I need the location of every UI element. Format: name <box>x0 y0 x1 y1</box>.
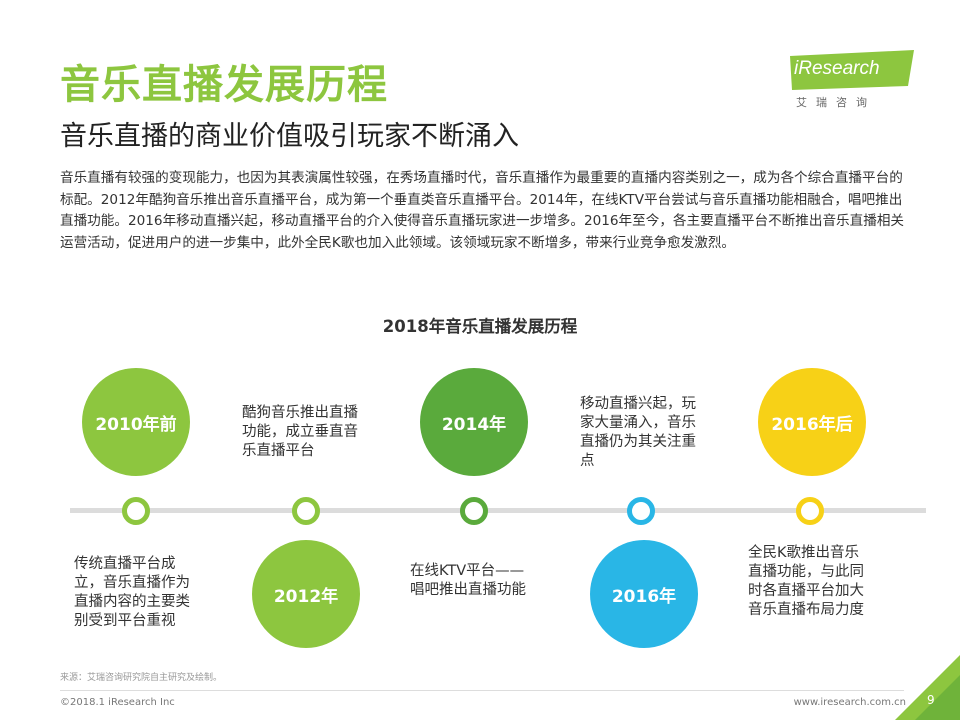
footer-divider <box>60 690 904 691</box>
timeline-node-2 <box>292 497 320 525</box>
milestone-label: 2014年 <box>441 414 507 435</box>
milestone-bubble-2016: 2016年 <box>590 540 698 648</box>
timeline-node-3 <box>460 497 488 525</box>
milestone-desc-2014: 在线KTV平台——唱吧推出直播功能 <box>410 563 526 598</box>
copyright-text: ©2018.1 iResearch Inc <box>60 697 175 708</box>
page-subtitle: 音乐直播的商业价值吸引玩家不断涌入 <box>60 121 519 152</box>
milestone-bubble-2010-before: 2010年前 <box>82 368 190 476</box>
source-note: 来源：艾瑞咨询研究院自主研究及绘制。 <box>60 673 223 683</box>
milestone-desc-2012: 酷狗音乐推出直播功能，成立垂直音乐直播平台 <box>242 405 358 459</box>
timeline-axis <box>70 508 926 513</box>
logo-subtext: 艾瑞咨询 <box>796 96 876 109</box>
website-link[interactable]: www.iresearch.com.cn <box>793 697 906 708</box>
milestone-desc-2016: 移动直播兴起，玩家大量涌入，音乐直播仍为其关注重点 <box>580 396 696 469</box>
intro-paragraph: 音乐直播有较强的变现能力，也因为其表演属性较强，在秀场直播时代，音乐直播作为最重… <box>60 170 905 251</box>
logo-text: iResearch <box>794 58 880 79</box>
logo-badge-icon <box>790 50 914 90</box>
milestone-desc-2016-after: 全民K歌推出音乐直播功能，与此同时各直播平台加大音乐直播布局力度 <box>748 545 864 618</box>
milestone-label: 2010年前 <box>95 414 177 435</box>
timeline-chart-title: 2018年音乐直播发展历程 <box>382 317 578 336</box>
milestone-label: 2012年 <box>273 586 339 607</box>
milestone-label: 2016年后 <box>771 414 853 435</box>
timeline-node-4 <box>627 497 655 525</box>
iresearch-logo: iResearch 艾瑞咨询 <box>790 50 914 112</box>
page-number: 9 <box>927 693 935 707</box>
milestone-bubble-2014: 2014年 <box>420 368 528 476</box>
milestone-desc-2010-before: 传统直播平台成立，音乐直播作为直播内容的主要类别受到平台重视 <box>74 556 190 629</box>
milestone-label: 2016年 <box>611 586 677 607</box>
page-title: 音乐直播发展历程 <box>60 62 388 108</box>
timeline-node-5 <box>796 497 824 525</box>
timeline-node-1 <box>122 497 150 525</box>
milestone-bubble-2012: 2012年 <box>252 540 360 648</box>
milestone-bubble-2016-after: 2016年后 <box>758 368 866 476</box>
